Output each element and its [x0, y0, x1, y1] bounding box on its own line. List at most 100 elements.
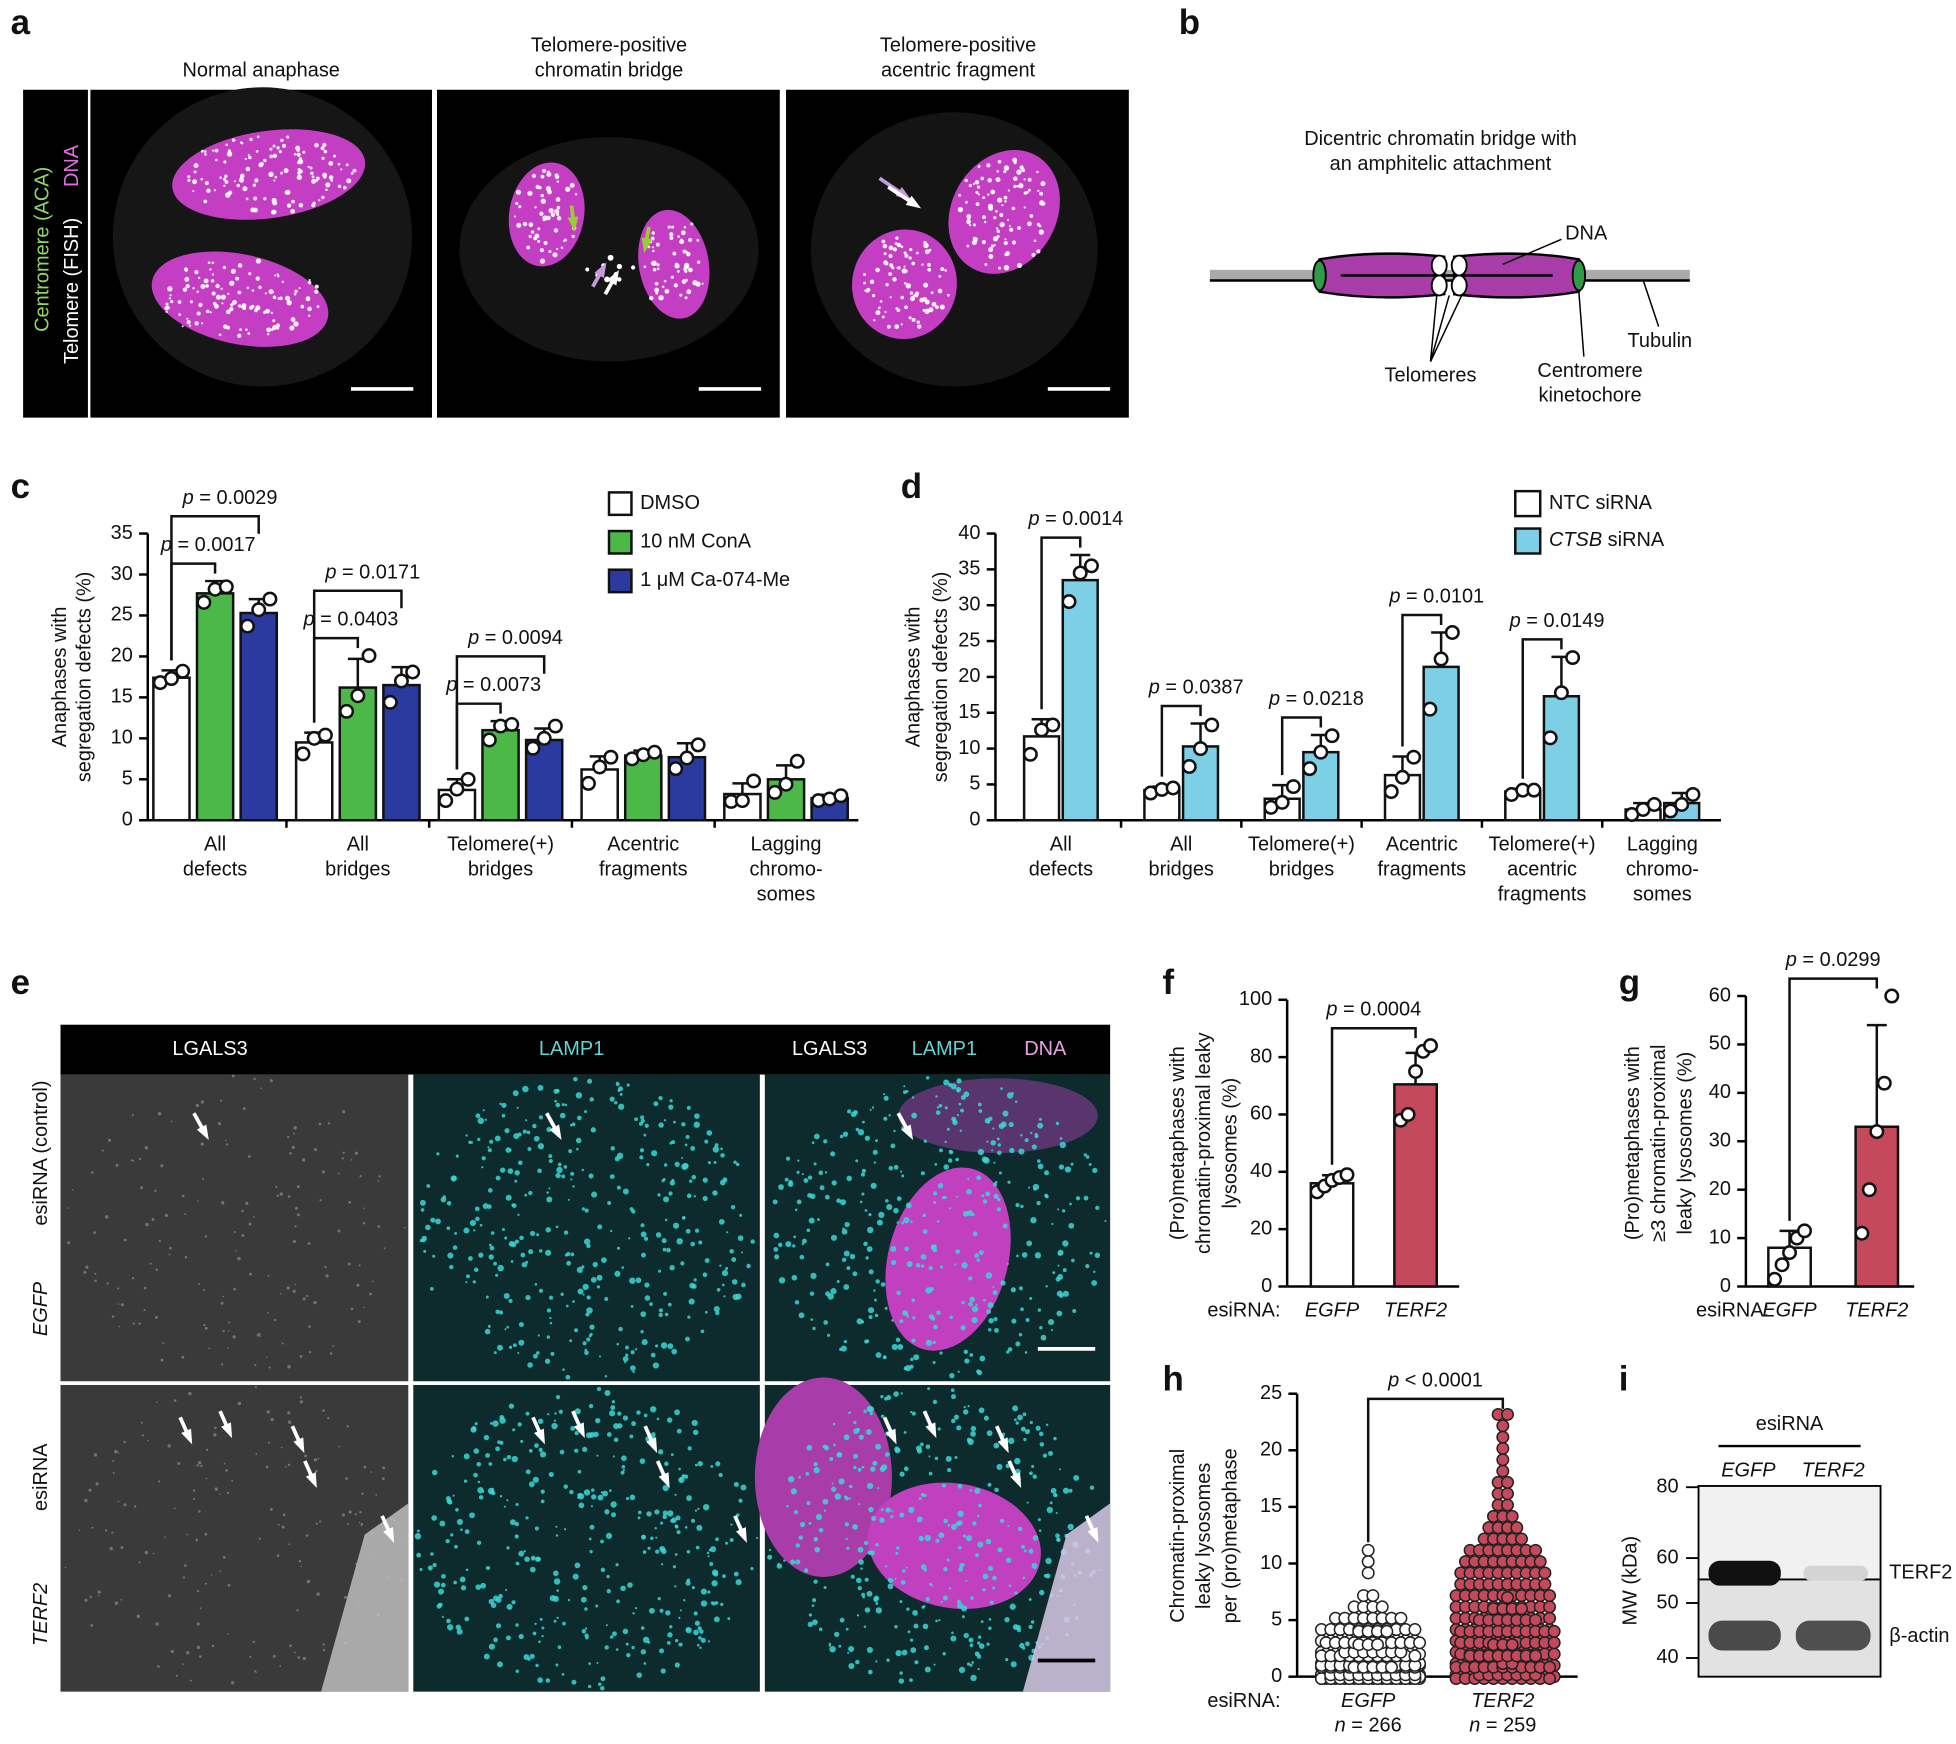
speckle [168, 1253, 171, 1256]
speckle [706, 1130, 713, 1136]
speckle [875, 1542, 879, 1547]
speckle [106, 1282, 109, 1285]
speckle [1036, 170, 1039, 174]
speckle [298, 169, 303, 174]
y-axis-label: chromatin-proximal leaky [1193, 1032, 1215, 1254]
speckle [684, 269, 688, 273]
bar [195, 592, 235, 822]
speckle [1059, 1137, 1063, 1140]
data-point [382, 694, 398, 710]
speckle [716, 1288, 721, 1292]
speckle [853, 1421, 857, 1425]
speckle [733, 1571, 739, 1577]
x-axis-label: esiRNA: [1207, 1300, 1280, 1322]
speckle [548, 249, 552, 254]
speckle [972, 1231, 978, 1237]
speckle [630, 1304, 634, 1308]
speckle [585, 267, 590, 272]
speckle [382, 1466, 386, 1470]
speckle [996, 1137, 1000, 1141]
speckle [279, 296, 283, 301]
speckle [378, 1175, 381, 1178]
speckle [861, 1592, 866, 1597]
speckle [132, 1322, 135, 1325]
speckle [857, 1467, 862, 1472]
diagram-label: DNA [1565, 223, 1608, 245]
speckle [841, 1228, 848, 1235]
speckle [941, 1483, 946, 1488]
speckle [1028, 1624, 1033, 1629]
speckle [693, 1195, 696, 1198]
speckle [499, 1417, 506, 1424]
speckle [943, 1164, 949, 1170]
x-tick-label: EGFP [1341, 1690, 1396, 1712]
speckle [403, 1226, 406, 1229]
speckle [886, 1658, 890, 1662]
speckle [807, 1175, 813, 1180]
speckle [877, 306, 881, 310]
speckle [441, 1615, 445, 1618]
speckle [1015, 1341, 1021, 1347]
y-axis-label: segregation defects (%) [930, 572, 952, 783]
speckle [237, 263, 243, 268]
speckle [640, 1311, 647, 1318]
speckle [225, 1469, 228, 1472]
x-tick-label: bridges [325, 858, 390, 880]
y-tick-label: 20 [1250, 1217, 1272, 1239]
speckle [970, 1674, 977, 1682]
y-tick-label: 10 [1709, 1226, 1731, 1248]
speckle [445, 1495, 452, 1502]
text-part: = 0.0017 [172, 534, 256, 556]
speckle [515, 1561, 520, 1566]
speckle [693, 1611, 698, 1616]
speckle [534, 1526, 539, 1531]
speckle [616, 1599, 620, 1604]
speckle [295, 145, 301, 151]
speckle [321, 195, 325, 200]
speckle [707, 1161, 711, 1165]
speckle [1039, 191, 1044, 196]
speckle [93, 1453, 98, 1457]
speckle [144, 1550, 149, 1555]
speckle [337, 1172, 340, 1175]
speckle [709, 1546, 717, 1553]
speckle [1026, 1240, 1033, 1247]
speckle [1015, 1203, 1020, 1208]
speckle [569, 182, 575, 188]
speckle [583, 1489, 591, 1496]
speckle [194, 270, 199, 275]
speckle [686, 1578, 691, 1583]
speckle [996, 1207, 1002, 1212]
speckle [245, 1201, 249, 1205]
speckle [357, 1320, 361, 1324]
speckle [1055, 1121, 1060, 1126]
speckle [661, 1563, 664, 1566]
data-point [218, 579, 234, 595]
speckle [1062, 1290, 1069, 1297]
speckle [920, 1564, 927, 1570]
error-bar [1866, 1023, 1887, 1127]
speckle [750, 1239, 755, 1244]
speckle [807, 1621, 814, 1628]
speckle [958, 1567, 964, 1572]
speckle [488, 1243, 492, 1247]
speckle [1091, 1280, 1098, 1286]
speckle [283, 168, 289, 174]
speckle [925, 1596, 930, 1602]
x-axis-label: esiRNA: [1207, 1690, 1280, 1712]
speckle [655, 1344, 659, 1348]
bar [239, 611, 279, 822]
data-point [1423, 1038, 1438, 1054]
legend-label: 10 nM ConA [640, 531, 752, 553]
speckle [584, 1627, 588, 1630]
speckle [965, 1579, 968, 1582]
speckle [495, 1273, 499, 1277]
speckle [240, 141, 244, 145]
y-axis-label: lysosomes (%) [1219, 1078, 1241, 1209]
speckle [94, 1279, 97, 1283]
speckle [541, 1626, 545, 1630]
speckle [883, 1095, 889, 1101]
speckle [192, 1497, 196, 1501]
speckle [504, 1328, 507, 1331]
speckle [241, 1209, 244, 1213]
